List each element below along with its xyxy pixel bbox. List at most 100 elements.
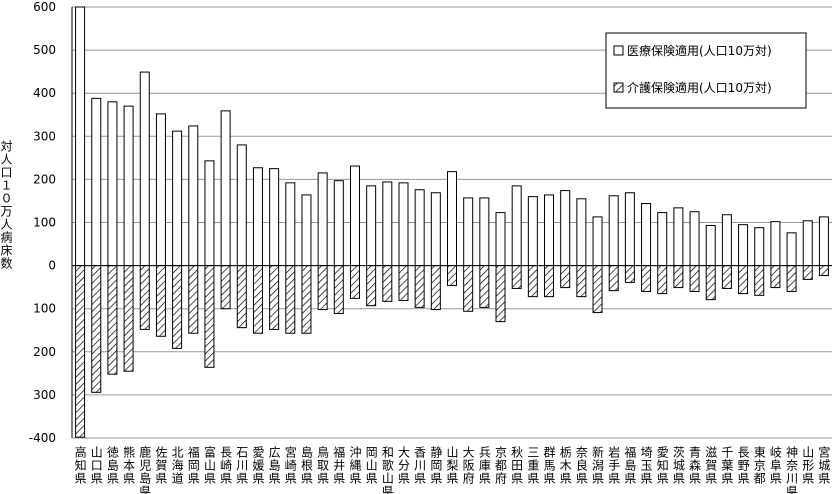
bar: [172, 130, 183, 267]
bar: [204, 265, 215, 368]
x-tick-label: 石川県: [235, 446, 249, 485]
bar: [802, 265, 813, 280]
x-tick-label: 福岡県: [186, 445, 200, 485]
x-tick-label: 大分県: [396, 446, 410, 485]
x-tick-label: 山形県: [801, 446, 815, 485]
x-tick-label: 山口県: [89, 446, 103, 485]
y-tick-label: 200: [33, 345, 56, 359]
x-tick-label: 秋田県: [510, 446, 524, 485]
x-tick-label: 宮城県: [817, 445, 831, 485]
bar: [414, 265, 425, 308]
legend-label: 医療保険適用(人口10万対): [627, 43, 772, 58]
x-tick-label: 新潟県: [591, 445, 605, 485]
bar: [770, 265, 781, 289]
bar: [689, 265, 700, 292]
y-tick-label: 600: [33, 0, 56, 14]
bar: [333, 265, 344, 314]
bar: [592, 216, 603, 267]
bar: [479, 265, 490, 308]
bar: [721, 265, 732, 289]
bar: [770, 221, 781, 267]
bar: [155, 265, 166, 337]
x-tick-label: 大阪府: [461, 446, 475, 485]
bar: [576, 265, 587, 298]
bar: [818, 265, 829, 277]
x-tick-label: 千葉県: [720, 446, 734, 485]
bar: [447, 171, 457, 267]
bar: [818, 216, 829, 267]
bar: [139, 265, 150, 330]
bar: [430, 265, 441, 311]
bar: [624, 265, 635, 283]
bar: [560, 265, 571, 289]
bar: [107, 265, 118, 375]
x-tick-label: 和歌山県: [380, 446, 394, 494]
bar: [527, 196, 538, 267]
bar: [155, 113, 166, 267]
bar: [285, 182, 296, 267]
bar: [754, 265, 765, 296]
x-tick-label: 神奈川県: [785, 446, 799, 494]
bar: [382, 265, 393, 302]
x-tick-label: 福井県: [332, 445, 346, 485]
bar: [366, 265, 377, 307]
bar: [592, 265, 603, 314]
bar: [738, 265, 749, 295]
y-tick-label: -400: [29, 431, 56, 445]
bar: [252, 167, 263, 267]
x-tick-label: 埼玉県: [639, 446, 653, 485]
legend-label: 介護保険適用(人口10万対): [627, 80, 772, 95]
bar: [705, 265, 716, 301]
bar: [608, 265, 619, 292]
x-tick-label: 兵庫県: [477, 446, 491, 485]
x-tick-label: 鳥取県: [316, 445, 330, 485]
bar: [673, 265, 684, 289]
bar: [511, 185, 522, 267]
x-tick-label: 山梨県: [445, 446, 459, 485]
bar: [382, 181, 393, 267]
x-tick-label: 広島県: [267, 446, 281, 485]
bar: [220, 265, 231, 310]
x-tick-label: 富山県: [202, 445, 216, 485]
bar: [269, 168, 280, 267]
x-tick-label: 長崎県: [219, 446, 233, 485]
bar: [317, 265, 328, 311]
x-tick-label: 茨城県: [671, 446, 685, 485]
y-tick-label: 500: [33, 43, 56, 57]
x-tick-label: 佐賀県: [154, 446, 168, 485]
bar: [495, 265, 506, 323]
bar: [721, 214, 732, 267]
bar: [641, 265, 652, 292]
x-tick-label: 三重県: [526, 446, 540, 485]
bar: [333, 180, 344, 267]
x-tick-label: 鹿児島県: [138, 445, 152, 494]
bar: [414, 189, 425, 267]
bar: [220, 110, 231, 267]
bar: [91, 265, 102, 393]
bar: [463, 197, 474, 267]
bar: [705, 225, 716, 267]
x-tick-label: 岐阜県: [768, 446, 782, 485]
bar: [689, 211, 700, 267]
bar: [447, 265, 457, 286]
x-tick-label: 北海道: [170, 446, 184, 485]
bar: [204, 160, 215, 267]
bar: [479, 197, 490, 267]
bar: [269, 265, 280, 330]
x-tick-label: 滋賀県: [704, 446, 718, 485]
x-tick-label: 静岡県: [429, 446, 443, 485]
bar: [139, 71, 150, 267]
bar: [544, 265, 555, 298]
bar: [285, 265, 296, 334]
bar: [398, 265, 409, 302]
bar: [657, 212, 668, 267]
bar: [317, 172, 328, 267]
bar: [236, 265, 247, 329]
bar: [172, 265, 183, 349]
x-tick-label: 高知県: [73, 445, 87, 485]
bar: [786, 265, 797, 292]
bar: [560, 190, 571, 267]
bar: [786, 232, 797, 267]
bar: [657, 265, 668, 295]
